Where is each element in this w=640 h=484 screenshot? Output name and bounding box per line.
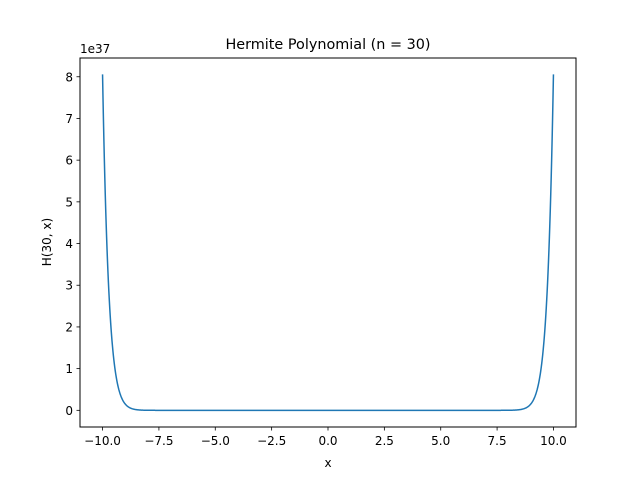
y-tick-label: 0	[65, 404, 73, 418]
x-tick-label: 5.0	[431, 434, 450, 448]
x-tick-label: −5.0	[201, 434, 230, 448]
y-tick-label: 7	[65, 112, 73, 126]
y-tick-label: 5	[65, 195, 73, 209]
x-tick-label: 7.5	[488, 434, 507, 448]
x-tick-label: −10.0	[84, 434, 121, 448]
y-tick-label: 3	[65, 279, 73, 293]
chart-title: Hermite Polynomial (n = 30)	[225, 37, 430, 53]
series-line-0	[101, 74, 555, 412]
x-axis-ticks: −10.0 −7.5 −5.0 −2.5 0.0 2.5 5.0 7.5 10.0	[84, 427, 567, 448]
axes-frame	[79, 57, 577, 428]
y-axis-offset-text: 1e37	[80, 42, 110, 56]
x-tick-label: 10.0	[540, 434, 567, 448]
x-tick-label: −2.5	[257, 434, 286, 448]
y-tick-label: 6	[65, 154, 73, 168]
x-tick-label: −7.5	[144, 434, 173, 448]
y-tick-label: 4	[65, 237, 73, 251]
x-tick-label: 0.0	[318, 434, 337, 448]
y-axis-ticks: 0 1 2 3 4 5 6 7 8	[65, 70, 80, 418]
x-axis-label: x	[324, 456, 331, 470]
y-axis-label: H(30, x)	[40, 218, 54, 266]
y-tick-label: 1	[65, 362, 73, 376]
x-tick-label: 2.5	[375, 434, 394, 448]
plot-area	[101, 74, 555, 412]
y-tick-label: 8	[65, 70, 73, 84]
y-tick-label: 2	[65, 320, 73, 334]
